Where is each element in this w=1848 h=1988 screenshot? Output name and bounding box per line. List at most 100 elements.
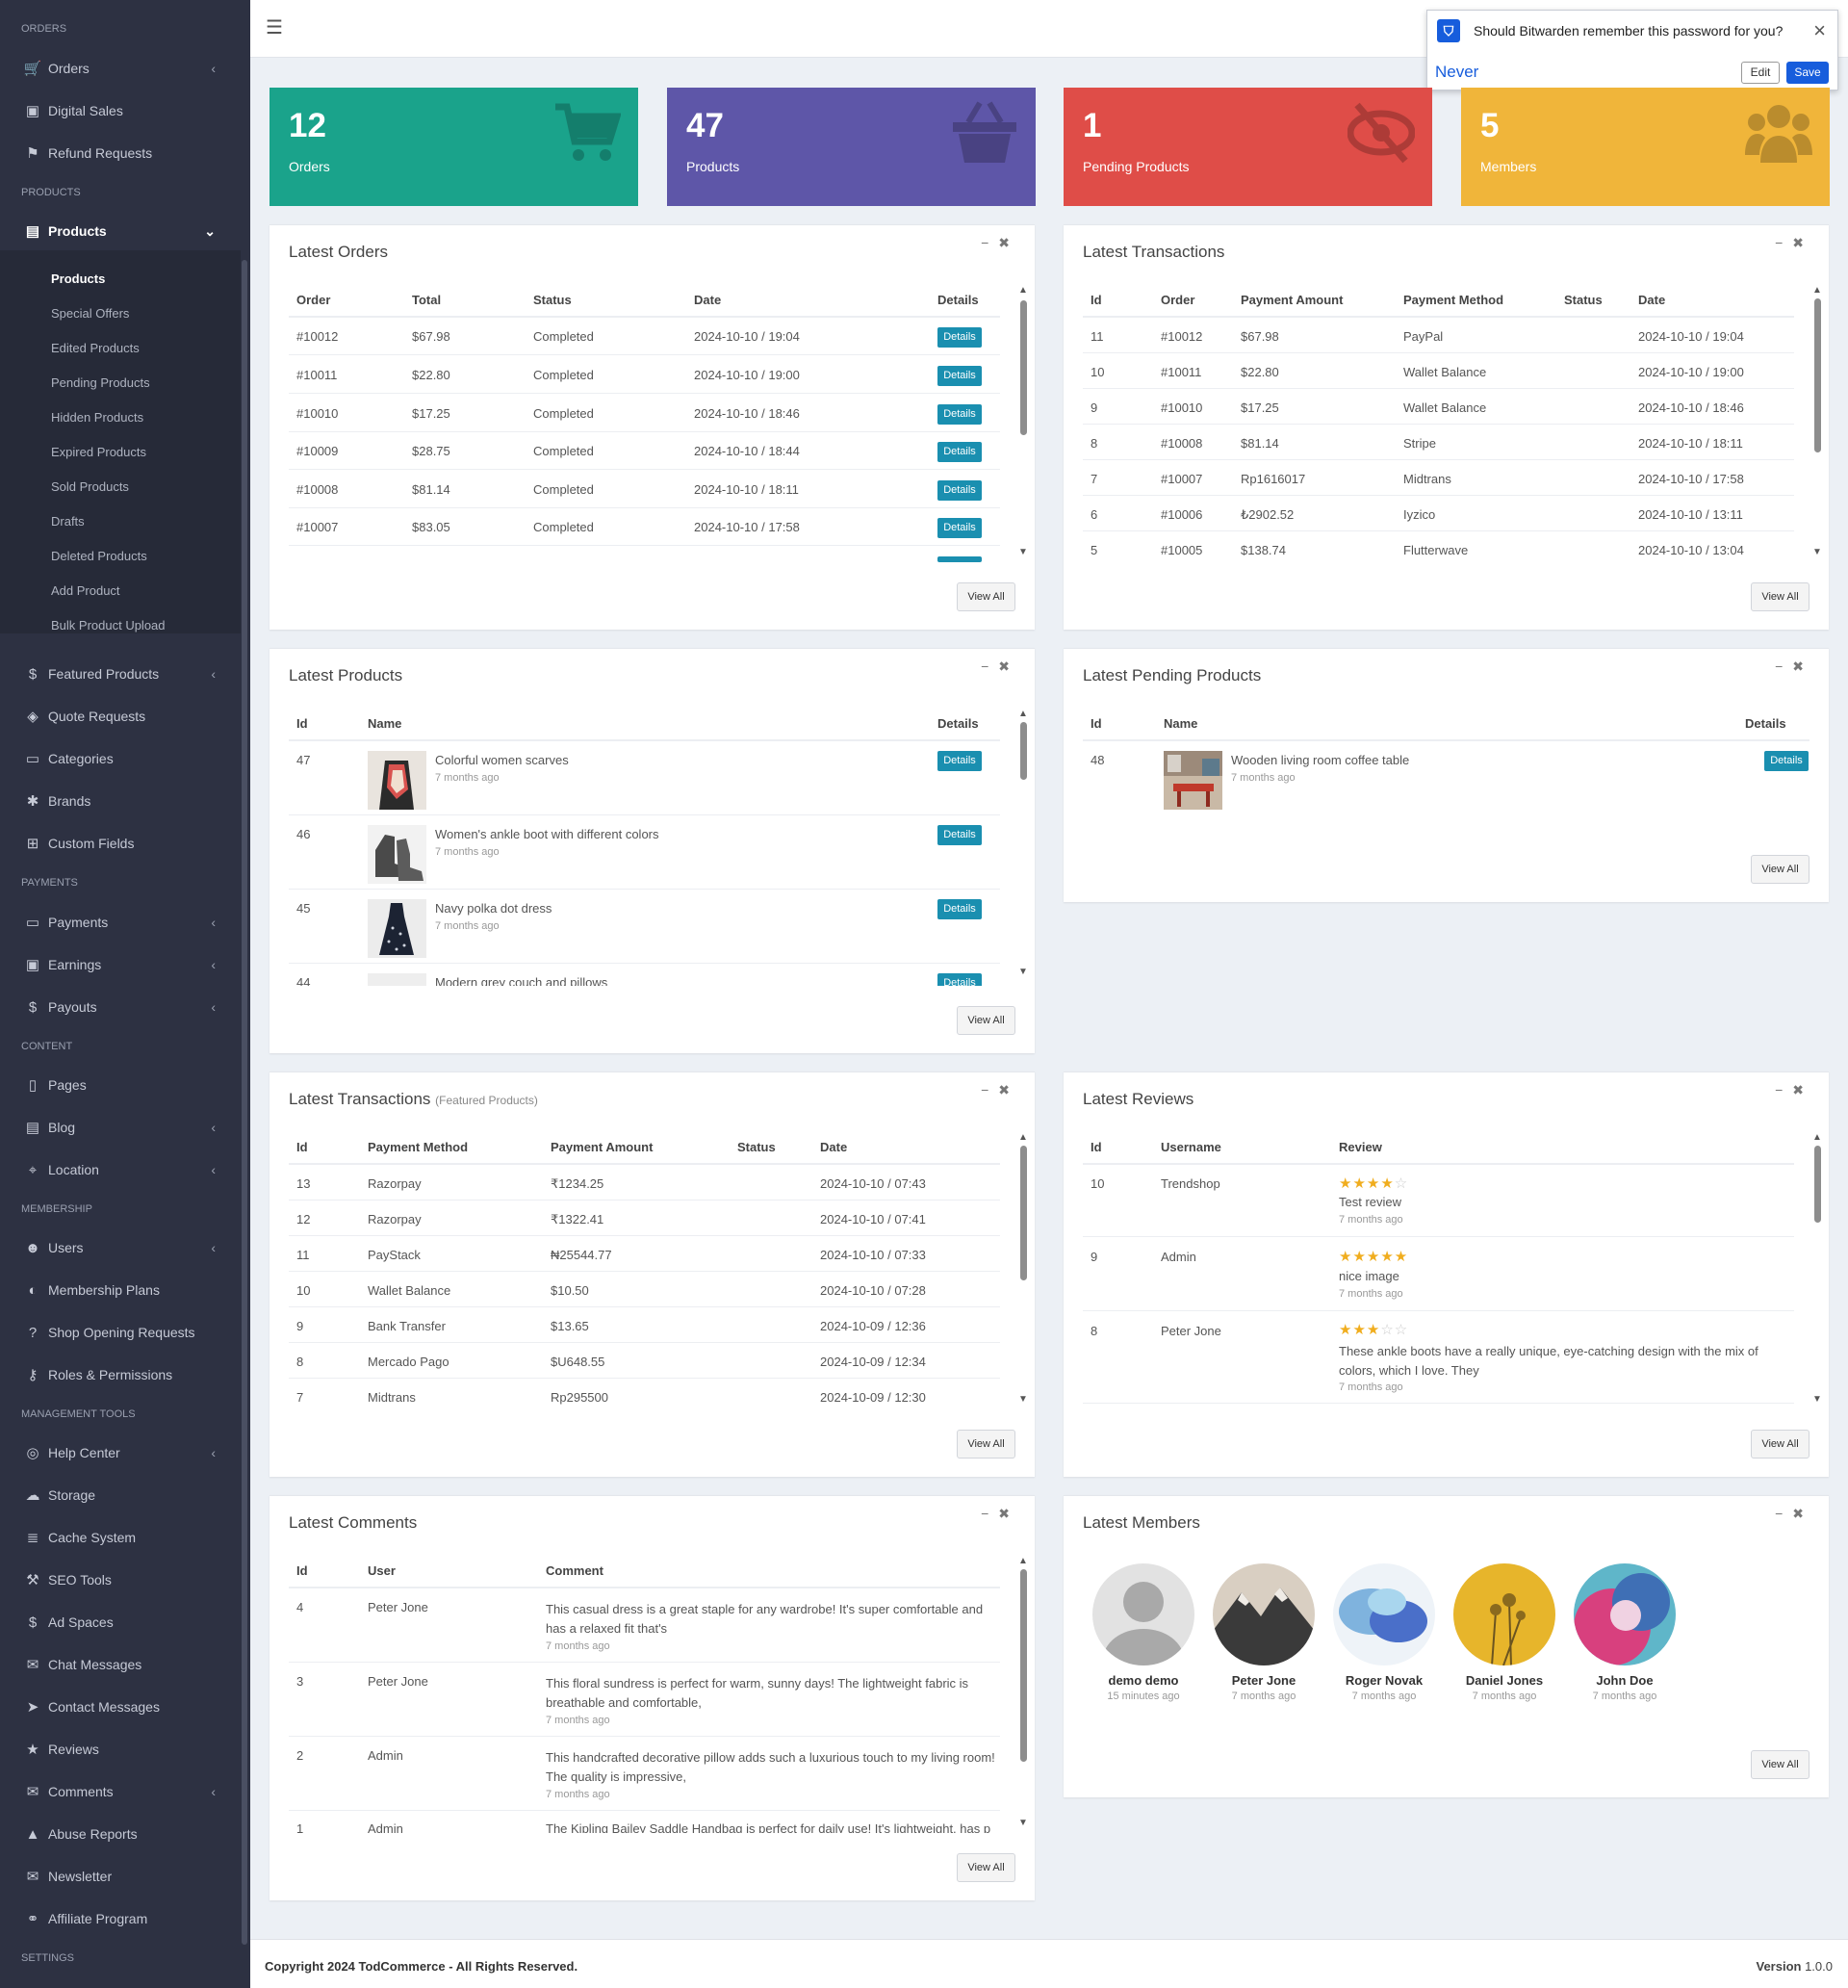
view-all-button[interactable]: View All [1751,855,1810,884]
details-button[interactable]: Details [937,899,982,919]
view-all-button[interactable]: View All [957,1006,1015,1035]
minimize-icon[interactable]: − [981,1082,999,1097]
avatar[interactable] [1092,1563,1194,1665]
transactions-scrollbar[interactable]: ▲ ▼ [1812,285,1822,557]
sidebar-item-orders[interactable]: 🛒 Orders ‹ [23,61,216,77]
sidebar-item-shop-opening-requests[interactable]: ? Shop Opening Requests [0,1313,241,1352]
submenu-drafts[interactable]: Drafts [51,514,85,529]
sidebar-item-users[interactable]: ☻ Users ‹ [0,1228,241,1267]
submenu-hidden-products[interactable]: Hidden Products [51,410,144,425]
sidebar-item-contact-messages[interactable]: ➤ Contact Messages [0,1688,241,1726]
avatar[interactable] [1453,1563,1555,1665]
close-icon[interactable]: ✖ [998,658,1019,674]
details-button[interactable]: Details [937,751,982,771]
details-button[interactable]: Details [937,404,982,425]
details-button[interactable]: Details [937,480,982,501]
sidebar-item-help-center[interactable]: ◎ Help Center ‹ [0,1433,241,1472]
sidebar-item-brands[interactable]: ✱ Brands [0,782,241,820]
stat-products[interactable]: 47 Products [667,88,1036,206]
view-all-button[interactable]: View All [1751,582,1810,611]
never-button[interactable]: Never [1435,63,1479,81]
view-all-button[interactable]: View All [957,582,1015,611]
member-card[interactable]: John Doe 7 months ago [1572,1563,1678,1702]
product-thumbnail[interactable] [368,899,426,958]
avatar[interactable] [1213,1563,1315,1665]
sidebar-item-earnings[interactable]: ▣ Earnings ‹ [0,945,241,984]
view-all-button[interactable]: View All [957,1853,1015,1882]
minimize-icon[interactable]: − [981,1506,999,1521]
submenu-edited-products[interactable]: Edited Products [51,341,140,355]
close-icon[interactable]: ✖ [1792,1506,1813,1521]
sidebar-item-quote-requests[interactable]: ◈ Quote Requests [0,697,241,736]
close-icon[interactable]: × [1813,18,1826,42]
reviews-scrollbar[interactable]: ▲ ▼ [1812,1132,1822,1405]
submenu-special-offers[interactable]: Special Offers [51,306,130,321]
sidebar-item-products[interactable]: ▤ Products ⌄ [0,212,241,250]
details-button[interactable]: Details [937,973,982,986]
close-icon[interactable]: ✖ [998,1082,1019,1097]
product-thumbnail[interactable] [368,825,426,884]
member-card[interactable]: Daniel Jones 7 months ago [1451,1563,1557,1702]
member-card[interactable]: Peter Jone 7 months ago [1211,1563,1317,1702]
view-all-button[interactable]: View All [1751,1430,1810,1459]
sidebar-item-ad-spaces[interactable]: $ Ad Spaces [0,1603,241,1641]
stat-members[interactable]: 5 Members [1461,88,1830,206]
view-all-button[interactable]: View All [1751,1750,1810,1779]
details-button[interactable]: Details [1764,751,1809,771]
sidebar-item-cache-system[interactable]: ≣ Cache System [0,1518,241,1557]
details-button[interactable]: Details [937,518,982,538]
minimize-icon[interactable]: − [1775,1506,1793,1521]
details-button[interactable]: Details [937,366,982,386]
save-button[interactable]: Save [1786,62,1829,84]
sidebar-item-reviews[interactable]: ★ Reviews [0,1730,241,1769]
sidebar-item-categories[interactable]: ▭ Categories [0,739,241,778]
member-card[interactable]: demo demo 15 minutes ago [1091,1563,1196,1702]
submenu-bulk-upload[interactable]: Bulk Product Upload [51,618,166,633]
menu-toggle-icon[interactable]: ☰ [266,17,283,39]
submenu-add-product[interactable]: Add Product [51,583,120,598]
submenu-deleted-products[interactable]: Deleted Products [51,549,147,563]
sidebar-item-membership-plans[interactable]: ◐ Membership Plans [0,1271,241,1309]
details-button[interactable]: Details [937,442,982,462]
sidebar-item-payouts[interactable]: $ Payouts ‹ [0,988,241,1026]
submenu-pending-products[interactable]: Pending Products [51,375,150,390]
submenu-expired-products[interactable]: Expired Products [51,445,146,459]
close-icon[interactable]: ✖ [1792,658,1813,674]
product-thumbnail[interactable] [1164,751,1222,810]
product-thumbnail[interactable] [368,973,426,986]
stat-orders[interactable]: 12 Orders [270,88,638,206]
minimize-icon[interactable]: − [1775,235,1793,250]
comments-scrollbar[interactable]: ▲ ▼ [1018,1556,1028,1828]
view-all-button[interactable]: View All [957,1430,1015,1459]
avatar[interactable] [1333,1563,1435,1665]
product-thumbnail[interactable] [368,751,426,810]
orders-scrollbar[interactable]: ▲ ▼ [1018,285,1028,557]
sidebar-item-affiliate-program[interactable]: ⚭ Affiliate Program [0,1899,241,1938]
submenu-products[interactable]: Products [51,271,106,286]
sidebar-item-payments[interactable]: ▭ Payments ‹ [0,903,241,942]
sidebar-item-blog[interactable]: ▤ Blog ‹ [0,1108,241,1147]
featured-transactions-scrollbar[interactable]: ▲ ▼ [1018,1132,1028,1405]
sidebar-item-abuse-reports[interactable]: ▲ Abuse Reports [0,1815,241,1853]
sidebar-item-comments[interactable]: ✉ Comments ‹ [0,1772,241,1811]
sidebar-item-roles-permissions[interactable]: ⚷ Roles & Permissions [0,1355,241,1394]
sidebar-item-chat-messages[interactable]: ✉ Chat Messages [0,1645,241,1684]
close-icon[interactable]: ✖ [998,1506,1019,1521]
close-icon[interactable]: ✖ [998,235,1019,250]
details-button[interactable]: Details [937,825,982,845]
close-icon[interactable]: ✖ [1792,235,1813,250]
minimize-icon[interactable]: − [981,658,999,674]
sidebar-scrollbar[interactable] [242,260,247,1945]
products-scrollbar[interactable]: ▲ ▼ [1018,709,1028,977]
sidebar-item-location[interactable]: ⌖ Location ‹ [0,1150,241,1189]
member-card[interactable]: Roger Novak 7 months ago [1331,1563,1437,1702]
sidebar-item-featured-products[interactable]: $ Featured Products ‹ [0,655,241,693]
stat-pending-products[interactable]: 1 Pending Products [1064,88,1432,206]
minimize-icon[interactable]: − [1775,658,1793,674]
sidebar-item-pages[interactable]: ▯ Pages [0,1066,241,1104]
minimize-icon[interactable]: − [1775,1082,1793,1097]
details-button[interactable]: Details [937,327,982,348]
edit-button[interactable]: Edit [1741,62,1780,84]
sidebar-item-storage[interactable]: ☁ Storage [0,1476,241,1514]
sidebar-item-newsletter[interactable]: ✉ Newsletter [0,1857,241,1896]
